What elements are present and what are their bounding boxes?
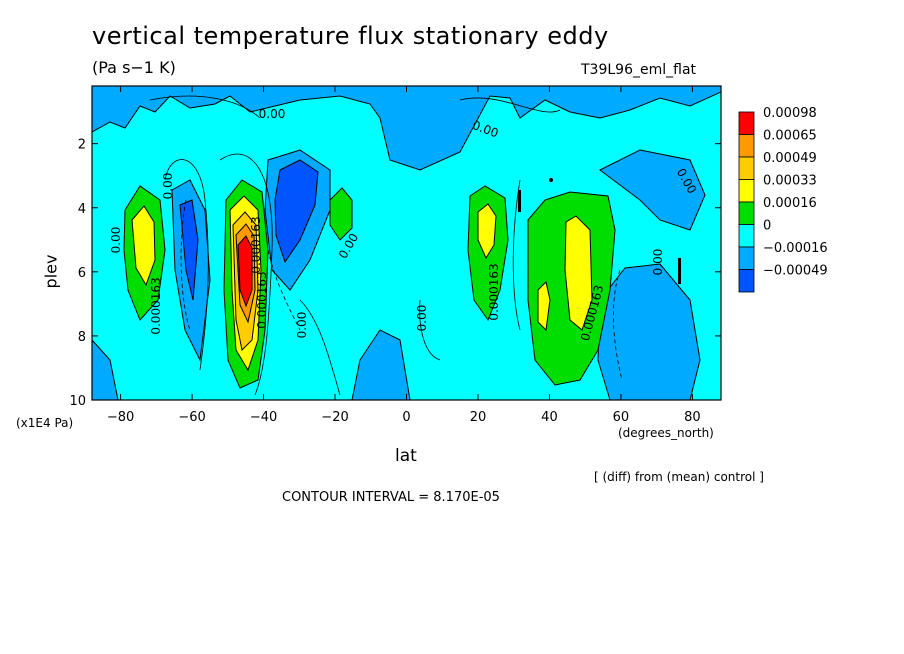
region-blue-lower-right	[597, 263, 701, 400]
legend-swatch	[738, 134, 755, 158]
legend-swatch	[738, 201, 755, 225]
contour-line	[613, 269, 623, 381]
contour-mark	[678, 258, 681, 284]
region-yellow-center-right	[477, 203, 497, 260]
legend-swatch	[738, 156, 755, 180]
x-tick-label: −40	[250, 410, 277, 425]
contour-label: 0.00	[109, 227, 123, 254]
contour-line	[180, 199, 191, 331]
contour-label: 0.00	[259, 107, 286, 121]
contour-label: 0.00	[415, 305, 429, 332]
legend-label: 0.00098	[763, 106, 817, 121]
contour-line	[164, 159, 209, 371]
legend-label: 0.00016	[763, 196, 817, 211]
contour-line	[219, 153, 273, 396]
region-blue-strong-center	[274, 159, 319, 264]
legend-label: 0.00065	[763, 129, 817, 144]
run-label: T39L96_eml_flat	[581, 62, 697, 78]
region-blue-lower-left	[92, 339, 119, 400]
y-tick-label: 4	[78, 202, 86, 217]
x-axis-label: lat	[395, 446, 417, 466]
x-tick-label: 80	[684, 410, 701, 425]
contour-label: 0.000163	[487, 263, 501, 320]
y-axis: 2 4 6 8 10	[69, 138, 721, 409]
x-tick-label: −20	[321, 410, 348, 425]
y-tick-label: 8	[78, 330, 86, 345]
contour-label: 0.00	[161, 173, 175, 200]
contour-label: 0.000163	[149, 277, 163, 334]
region-blue-upper-right	[599, 149, 706, 231]
region-yellow-left	[131, 205, 156, 287]
chart-units: (Pa s−1 K)	[92, 58, 176, 77]
legend-swatch	[738, 111, 755, 135]
diff-annotation: [ (diff) from (mean) control ]	[594, 470, 764, 484]
contour-mark	[549, 178, 553, 182]
legend-label: 0.00049	[763, 151, 817, 166]
x-axis-unit: (degrees_north)	[618, 426, 714, 440]
legend: 0.00098 0.00065 0.00049 0.00033 0.00016 0 −0.0…	[738, 106, 828, 293]
region-yellow-right	[564, 215, 593, 331]
x-tick-label: −80	[107, 410, 134, 425]
x-tick-label: 60	[613, 410, 630, 425]
contour-line	[459, 97, 561, 113]
contour-label: 0.00	[295, 312, 309, 339]
x-tick-label: 0	[402, 410, 410, 425]
contour-label: 0.000163	[249, 216, 263, 273]
legend-swatch	[738, 224, 755, 248]
legend-label: −0.00049	[763, 264, 828, 279]
contour-line	[149, 95, 261, 119]
contour-label: 0.000163	[255, 271, 269, 328]
legend-label: −0.00016	[763, 241, 828, 256]
contour-line	[512, 179, 521, 331]
contour-line	[419, 299, 441, 361]
contour-mark	[518, 190, 521, 212]
y-axis-label: plev	[41, 254, 61, 289]
region-blue-strong-left	[179, 199, 199, 301]
contour-line	[299, 299, 341, 396]
contour-interval: CONTOUR INTERVAL = 8.170E-05	[282, 490, 500, 505]
contour-label: 0.00	[651, 249, 665, 276]
region-green-small	[329, 187, 353, 241]
legend-swatch	[738, 269, 755, 293]
region-blue-lower-center	[351, 329, 411, 400]
contour-line	[267, 249, 301, 331]
x-tick-label: −60	[178, 410, 205, 425]
y-tick-label: 6	[78, 266, 86, 281]
y-tick-label: 2	[78, 138, 86, 153]
region-red-core	[237, 235, 253, 308]
legend-label: 0	[763, 219, 771, 234]
contour-lines	[149, 95, 623, 396]
legend-label: 0.00033	[763, 174, 817, 189]
y-tick-label: 10	[69, 394, 86, 409]
x-tick-label: 40	[541, 410, 558, 425]
legend-swatch	[738, 246, 755, 270]
x-tick-label: 20	[470, 410, 487, 425]
y-axis-unit: (x1E4 Pa)	[16, 416, 74, 430]
region-yellow-right-small	[537, 281, 551, 332]
chart-title: vertical temperature flux stationary edd…	[92, 22, 609, 50]
filled-contours	[92, 91, 721, 400]
x-axis: −80 −60 −40 −20 0 20 40 60 80	[107, 86, 701, 425]
legend-swatch	[738, 179, 755, 203]
